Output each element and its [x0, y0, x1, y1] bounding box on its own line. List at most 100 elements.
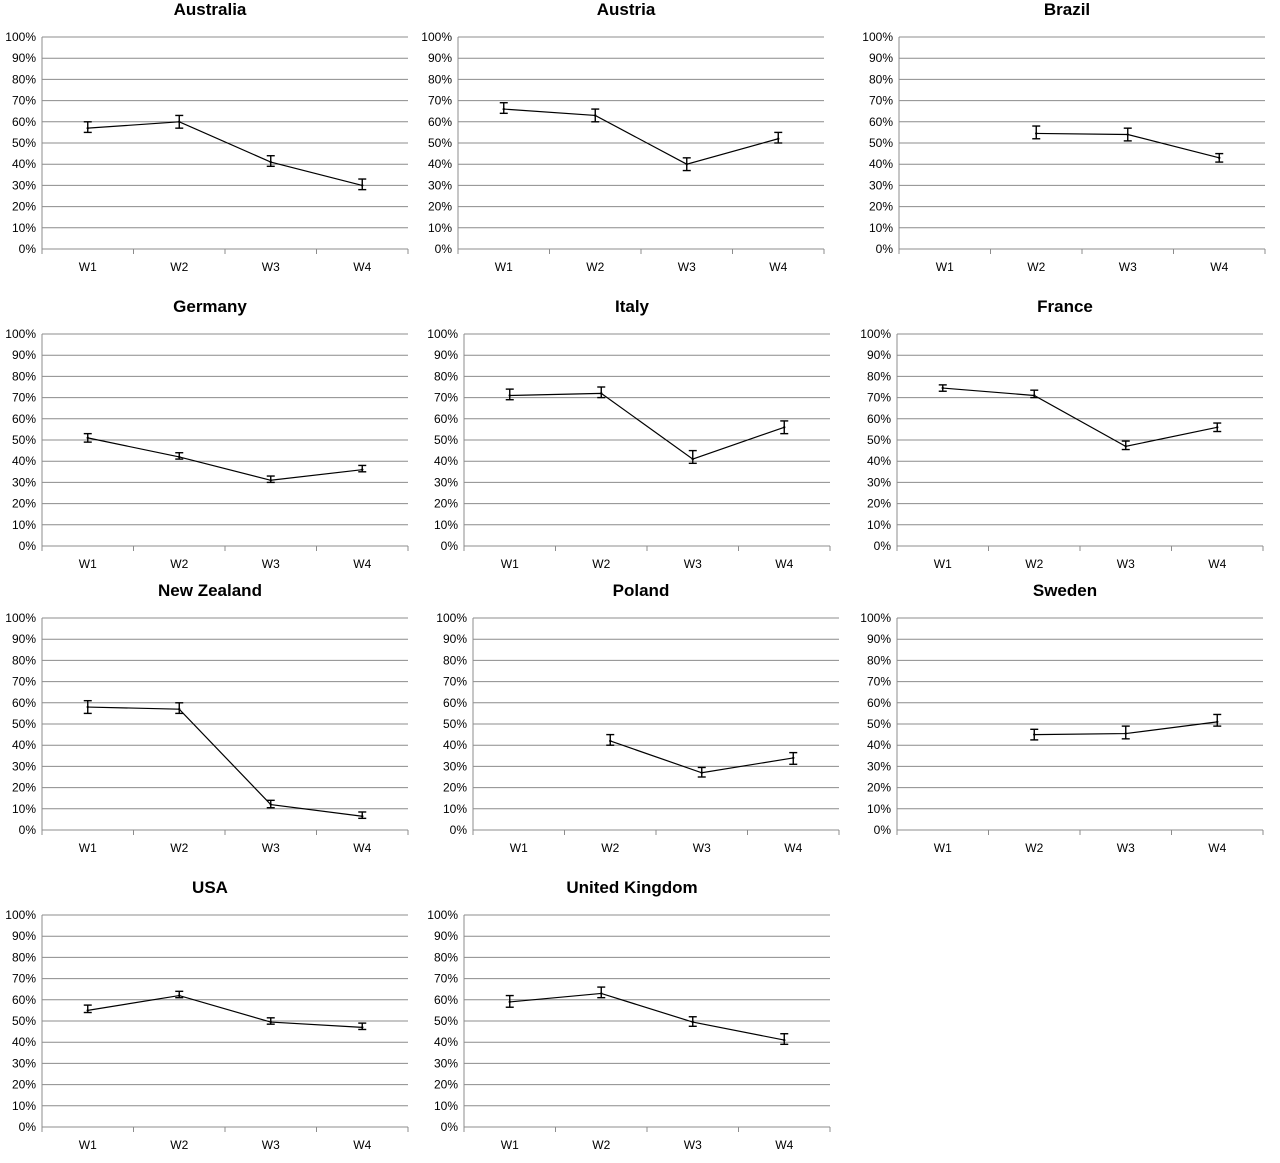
- x-tick-label: W4: [775, 1138, 793, 1152]
- y-tick-label: 100%: [5, 611, 36, 625]
- chart-title: New Zealand: [158, 581, 262, 600]
- y-tick-label: 100%: [421, 30, 452, 44]
- y-tick-label: 50%: [867, 717, 891, 731]
- y-tick-label: 10%: [434, 518, 458, 532]
- x-tick-label: W4: [353, 841, 371, 855]
- data-point: [178, 707, 181, 711]
- x-tick-label: W4: [353, 557, 371, 571]
- y-tick-label: 100%: [5, 30, 36, 44]
- data-point: [792, 756, 795, 760]
- data-point: [685, 163, 688, 166]
- y-tick-label: 50%: [434, 1014, 458, 1028]
- x-tick-label: W2: [170, 1138, 188, 1152]
- x-tick-label: W1: [934, 557, 952, 571]
- x-tick-label: W3: [262, 260, 280, 274]
- chart-panel-brazil: Brazil 0% 10% 20% 30% 40% 50% 60% 70% 80% 90% 100%…: [857, 0, 1277, 285]
- y-tick-label: 30%: [434, 475, 458, 489]
- x-tick-label: W3: [262, 1138, 280, 1152]
- x-tick-label: W1: [510, 841, 528, 855]
- y-tick-label: 100%: [427, 327, 458, 341]
- chart-panel-new-zealand: New Zealand 0% 10% 20% 30% 40% 50% 60% 70% 80% 90…: [0, 581, 420, 866]
- x-tick-label: W1: [501, 557, 519, 571]
- data-point: [269, 803, 272, 806]
- data-point: [600, 992, 603, 995]
- y-tick-label: 90%: [12, 632, 36, 646]
- series-line: [503, 108, 779, 165]
- data-point: [1033, 733, 1036, 736]
- y-tick-label: 70%: [428, 94, 452, 108]
- x-tick-label: W4: [353, 260, 371, 274]
- chart-title: France: [1037, 297, 1093, 316]
- data-point: [361, 815, 364, 818]
- chart-panel-italy: Italy 0% 10% 20% 30% 40% 50% 60% 70% 80% 90% 100% W…: [422, 297, 842, 582]
- y-tick-label: 10%: [867, 518, 891, 532]
- y-tick-label: 40%: [428, 157, 452, 171]
- y-tick-label: 40%: [869, 157, 893, 171]
- x-tick-label: W4: [775, 557, 793, 571]
- y-tick-label: 100%: [860, 611, 891, 625]
- x-tick-label: W4: [1208, 841, 1226, 855]
- data-point: [941, 386, 944, 390]
- chart-title: Australia: [173, 0, 247, 19]
- x-tick-label: W1: [79, 557, 97, 571]
- y-tick-label: 80%: [867, 653, 891, 667]
- y-tick-label: 60%: [12, 115, 36, 129]
- data-point: [1126, 133, 1129, 136]
- data-point: [1216, 426, 1219, 429]
- y-tick-label: 20%: [867, 781, 891, 795]
- y-tick-label: 70%: [12, 391, 36, 405]
- y-tick-label: 30%: [869, 178, 893, 192]
- x-tick-label: W2: [170, 260, 188, 274]
- y-tick-label: 20%: [12, 781, 36, 795]
- y-tick-label: 60%: [434, 412, 458, 426]
- chart-svg: 0% 10% 20% 30% 40% 50% 60% 70% 80% 90% 100% W1 W2 W3 W…: [5, 611, 409, 855]
- x-tick-label: W3: [1117, 841, 1135, 855]
- y-tick-label: 70%: [869, 94, 893, 108]
- chart-panel-poland: Poland 0% 10% 20% 30% 40% 50% 60% 70% 80% 90% 100%…: [431, 581, 851, 866]
- y-tick-label: 50%: [869, 136, 893, 150]
- y-tick-label: 40%: [12, 157, 36, 171]
- y-tick-label: 30%: [12, 178, 36, 192]
- x-tick-label: W3: [684, 1138, 702, 1152]
- x-tick-label: W1: [79, 260, 97, 274]
- y-tick-label: 0%: [441, 1120, 459, 1134]
- y-tick-label: 40%: [12, 1035, 36, 1049]
- y-tick-label: 30%: [12, 475, 36, 489]
- x-tick-label: W2: [592, 1138, 610, 1152]
- y-tick-label: 20%: [12, 497, 36, 511]
- y-tick-label: 10%: [12, 221, 36, 235]
- data-point: [86, 705, 89, 709]
- y-tick-label: 40%: [12, 738, 36, 752]
- y-tick-label: 80%: [12, 72, 36, 86]
- y-tick-label: 50%: [434, 433, 458, 447]
- y-tick-label: 20%: [12, 1078, 36, 1092]
- y-tick-label: 90%: [869, 51, 893, 65]
- series-line: [87, 994, 363, 1028]
- y-tick-label: 10%: [12, 518, 36, 532]
- y-tick-label: 100%: [862, 30, 893, 44]
- y-tick-label: 100%: [436, 611, 467, 625]
- data-point: [600, 392, 603, 395]
- data-point: [1124, 445, 1127, 448]
- x-tick-label: W2: [592, 557, 610, 571]
- x-tick-label: W2: [1025, 557, 1043, 571]
- y-tick-label: 50%: [443, 717, 467, 731]
- x-tick-label: W2: [1025, 841, 1043, 855]
- data-point: [783, 426, 786, 429]
- y-tick-label: 50%: [12, 433, 36, 447]
- chart-panel-germany: Germany 0% 10% 20% 30% 40% 50% 60% 70% 80% 90% 100…: [0, 297, 420, 582]
- series-line: [942, 387, 1218, 447]
- y-tick-label: 60%: [12, 696, 36, 710]
- chart-svg: 0% 10% 20% 30% 40% 50% 60% 70% 80% 90% 100% W1 W2 W3 W…: [860, 327, 1264, 571]
- x-tick-label: W3: [684, 557, 702, 571]
- y-tick-label: 70%: [434, 972, 458, 986]
- data-point: [594, 114, 597, 117]
- x-tick-label: W1: [934, 841, 952, 855]
- y-tick-label: 10%: [12, 1099, 36, 1113]
- y-tick-label: 0%: [450, 823, 468, 837]
- y-tick-label: 80%: [12, 950, 36, 964]
- y-tick-label: 70%: [443, 675, 467, 689]
- data-point: [508, 1000, 511, 1004]
- x-tick-label: W3: [262, 557, 280, 571]
- x-tick-label: W1: [79, 1138, 97, 1152]
